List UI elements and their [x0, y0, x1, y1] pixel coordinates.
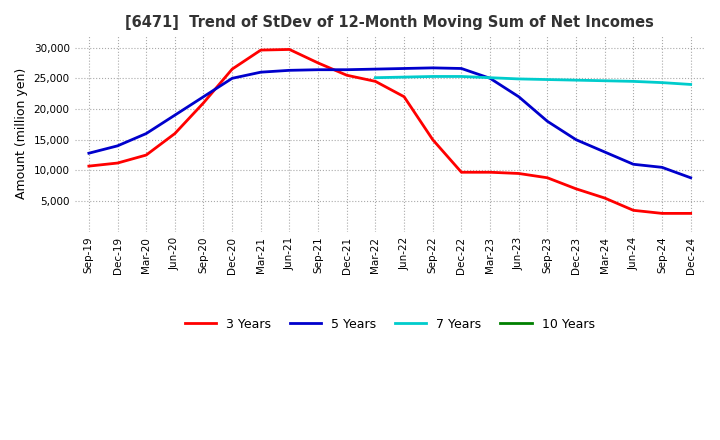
- 7 Years: [371, 75, 379, 81]
- 5 Years: [171, 113, 179, 118]
- 5 Years: [343, 67, 351, 72]
- 3 Years: [686, 211, 695, 216]
- 3 Years: [600, 195, 609, 201]
- 7 Years: [486, 75, 495, 81]
- 5 Years: [314, 67, 323, 72]
- 3 Years: [486, 169, 495, 175]
- 5 Years: [572, 137, 580, 143]
- 5 Years: [142, 131, 150, 136]
- 7 Years: [600, 78, 609, 84]
- 7 Years: [572, 77, 580, 83]
- 3 Years: [629, 208, 638, 213]
- 5 Years: [600, 149, 609, 154]
- 7 Years: [543, 77, 552, 82]
- Legend: 3 Years, 5 Years, 7 Years, 10 Years: 3 Years, 5 Years, 7 Years, 10 Years: [180, 313, 600, 336]
- 3 Years: [256, 48, 265, 53]
- 3 Years: [285, 47, 294, 52]
- 3 Years: [428, 137, 437, 143]
- 3 Years: [228, 66, 236, 72]
- 3 Years: [142, 152, 150, 158]
- 3 Years: [84, 164, 93, 169]
- 3 Years: [171, 131, 179, 136]
- Line: 7 Years: 7 Years: [375, 77, 690, 84]
- 3 Years: [400, 94, 408, 99]
- 5 Years: [256, 70, 265, 75]
- 5 Years: [371, 66, 379, 72]
- 7 Years: [657, 80, 666, 85]
- 3 Years: [113, 161, 122, 166]
- 5 Years: [486, 76, 495, 81]
- 3 Years: [543, 175, 552, 180]
- 5 Years: [285, 68, 294, 73]
- 3 Years: [343, 73, 351, 78]
- 7 Years: [629, 79, 638, 84]
- 5 Years: [514, 94, 523, 99]
- 5 Years: [657, 165, 666, 170]
- 5 Years: [84, 150, 93, 156]
- 7 Years: [686, 82, 695, 87]
- 5 Years: [199, 94, 208, 99]
- 7 Years: [400, 74, 408, 80]
- 7 Years: [428, 74, 437, 79]
- 5 Years: [400, 66, 408, 71]
- 5 Years: [113, 143, 122, 148]
- 3 Years: [457, 169, 466, 175]
- 5 Years: [228, 76, 236, 81]
- 5 Years: [686, 175, 695, 180]
- 5 Years: [543, 119, 552, 124]
- 3 Years: [657, 211, 666, 216]
- 5 Years: [629, 161, 638, 167]
- 7 Years: [457, 74, 466, 79]
- 5 Years: [428, 65, 437, 70]
- Line: 5 Years: 5 Years: [89, 68, 690, 178]
- Line: 3 Years: 3 Years: [89, 49, 690, 213]
- Y-axis label: Amount (million yen): Amount (million yen): [15, 68, 28, 199]
- 5 Years: [457, 66, 466, 71]
- 3 Years: [199, 100, 208, 106]
- 3 Years: [514, 171, 523, 176]
- 3 Years: [371, 79, 379, 84]
- 3 Years: [572, 186, 580, 191]
- Title: [6471]  Trend of StDev of 12-Month Moving Sum of Net Incomes: [6471] Trend of StDev of 12-Month Moving…: [125, 15, 654, 30]
- 3 Years: [314, 60, 323, 66]
- 7 Years: [514, 76, 523, 81]
